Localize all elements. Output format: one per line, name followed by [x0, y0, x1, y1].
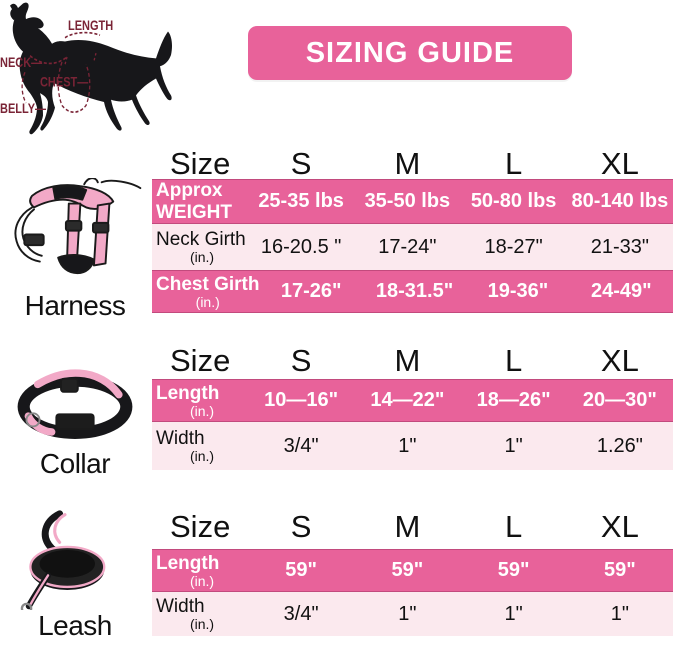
svg-text:NECK—: NECK—	[0, 55, 42, 71]
svg-text:BELLY—: BELLY—	[0, 101, 46, 117]
svg-text:LENGTH: LENGTH	[68, 18, 113, 34]
svg-text:CHEST—: CHEST—	[40, 74, 89, 90]
